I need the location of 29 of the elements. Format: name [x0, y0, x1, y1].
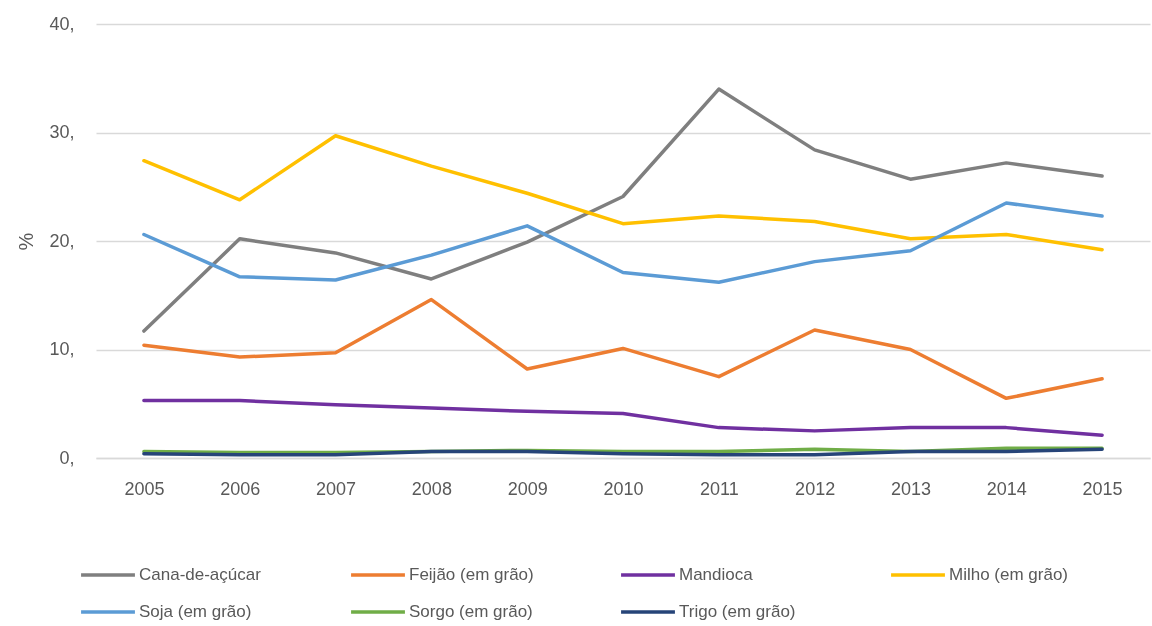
x-tick-label: 2007 — [316, 478, 357, 499]
y-tick-label: 0, — [59, 447, 75, 468]
legend-label: Sorgo (em grão) — [409, 602, 533, 621]
y-tick-label: 20, — [49, 230, 75, 251]
x-tick-label: 2008 — [411, 478, 452, 499]
line-series — [142, 398, 1104, 437]
y-axis-title: % — [15, 232, 38, 251]
legend-label: Soja (em grão) — [139, 602, 252, 621]
x-tick-label: 2015 — [1082, 478, 1123, 499]
legend-label: Feijão (em grão) — [409, 565, 534, 584]
x-tick-label: 2006 — [220, 478, 261, 499]
x-tick-label: 2010 — [603, 478, 644, 499]
x-tick-label: 2009 — [507, 478, 548, 499]
y-tick-label: 30, — [49, 122, 75, 142]
line-series — [142, 134, 1104, 252]
y-tick-label: 40, — [49, 13, 75, 34]
line-series — [142, 297, 1104, 401]
x-tick-label: 2005 — [124, 478, 165, 499]
y-tick-label: 10, — [49, 339, 75, 359]
legend-label: Mandioca — [679, 565, 754, 584]
line-series — [142, 87, 1104, 333]
x-tick-label: 2011 — [699, 478, 739, 499]
x-tick-label: 2014 — [986, 478, 1027, 499]
x-tick-label: 2012 — [795, 478, 836, 499]
legend-label: Cana-de-açúcar — [139, 565, 262, 584]
legend-label: Milho (em grão) — [949, 565, 1069, 584]
legend-label: Trigo (em grão) — [679, 602, 796, 621]
line-series — [142, 201, 1104, 284]
x-tick-label: 2013 — [890, 478, 931, 499]
